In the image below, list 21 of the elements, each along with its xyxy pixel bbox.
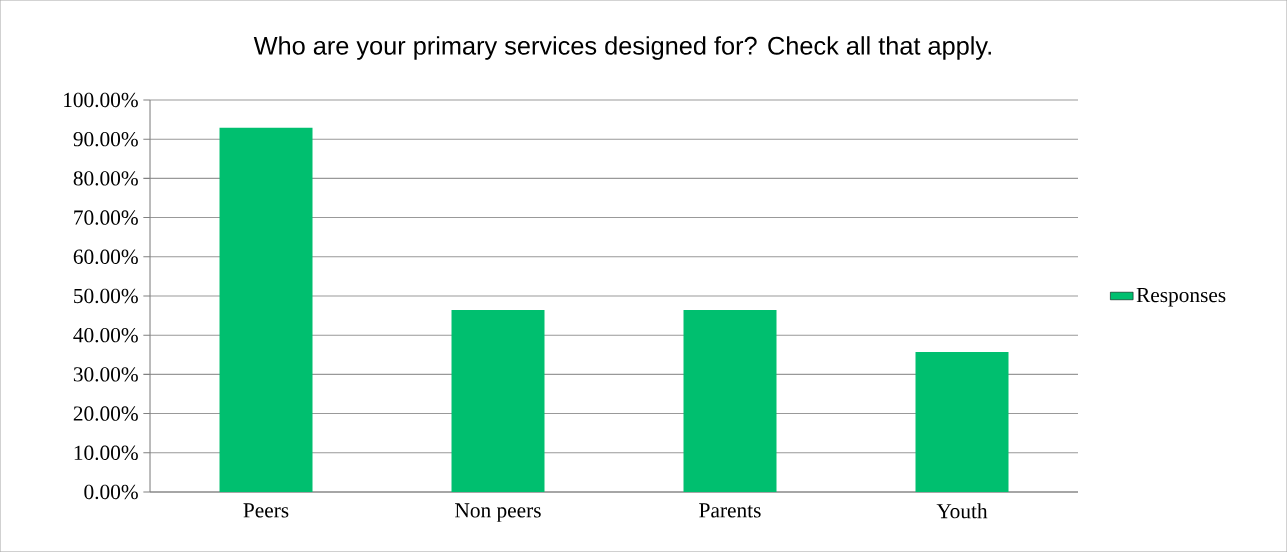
bar [451,310,545,492]
bar [915,352,1009,492]
bar [219,127,313,492]
x-tick-label: Peers [243,503,289,518]
y-tick-label: 10.00% [74,445,138,461]
y-tick-label: 40.00% [73,327,138,343]
y-tick-label: 80.00% [73,171,138,186]
legend-label: Responses [1136,288,1226,307]
y-tick-label: 30.00% [73,367,138,382]
y-tick-label: 60.00% [73,249,138,265]
y-tick-label: 90.00% [73,131,138,147]
x-tick-label: Non peers [455,503,541,522]
y-tick-label: 50.00% [74,288,138,304]
y-tick-label: 0.00% [84,484,138,500]
y-tick-label: 20.00% [73,406,138,421]
chart-title: Who are your primary services designed for? Check all that apply. [253,36,991,60]
x-tick-label: Youth [936,503,988,519]
x-tick-label: Parents [699,503,761,518]
y-tick-label: 100.00% [64,92,138,108]
bar [683,310,777,492]
y-tick-label: 70.00% [74,210,138,225]
